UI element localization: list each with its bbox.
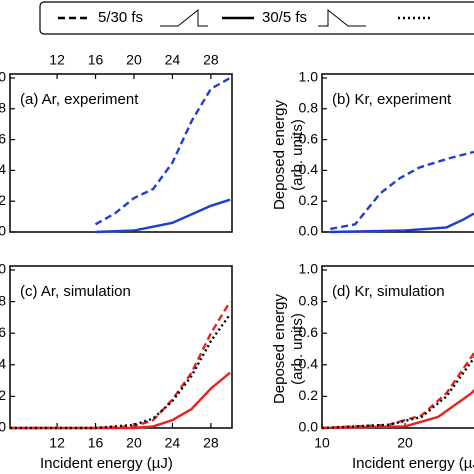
y-tick-label: 0.0 [0, 223, 6, 239]
x-tick-label: 20 [126, 52, 142, 68]
y-tick-label: 0.8 [0, 292, 6, 308]
y-tick-label: 0.4 [0, 161, 6, 177]
pulse-icon [318, 8, 366, 27]
pulse-icon [160, 8, 208, 27]
y-tick-label: 1.0 [0, 69, 6, 85]
data-line [95, 198, 231, 234]
x-tick-label: 16 [88, 52, 104, 68]
x-tick-label: 20 [397, 435, 413, 451]
panel-label: (b) Kr, experiment [332, 91, 452, 108]
panel-label: (d) Kr, simulation [332, 283, 445, 300]
x-tick-label: 24 [165, 52, 181, 68]
y-axis-label: Deposed energy [271, 293, 288, 404]
y-tick-label: 0.0 [299, 223, 319, 239]
data-line [10, 313, 232, 430]
data-line [330, 212, 474, 234]
y-tick-label: 0.8 [0, 100, 6, 116]
y-tick-label: 0.2 [0, 387, 6, 403]
x-axis-label: Incident energy (µJ) [352, 455, 474, 472]
y-tick-label: 0.0 [299, 419, 319, 435]
y-tick-label: 0.2 [0, 192, 6, 208]
plot-frame [321, 265, 474, 429]
y-tick-label: 0.6 [299, 324, 319, 340]
x-tick-label: 20 [126, 435, 142, 451]
x-tick-label: 16 [88, 435, 104, 451]
y-tick-label: 0.6 [299, 130, 319, 146]
y-tick-label: 0.4 [299, 161, 319, 177]
y-tick-label: 1.0 [299, 261, 319, 277]
y-tick-label: 0.2 [299, 192, 319, 208]
y-axis-label: (arb. units) [289, 119, 306, 191]
x-tick-label: 24 [165, 435, 181, 451]
panel-label: (c) Ar, simulation [20, 283, 131, 300]
y-tick-label: 1.0 [0, 261, 6, 277]
y-tick-label: 0.8 [299, 292, 319, 308]
x-tick-label: 12 [49, 52, 65, 68]
legend-label: 5/30 fs [98, 9, 143, 26]
y-tick-label: 0.6 [0, 130, 6, 146]
panel-label: (a) Ar, experiment [20, 91, 139, 108]
y-tick-label: 0.4 [0, 356, 6, 372]
x-axis-label: Incident energy (µJ) [40, 455, 173, 472]
x-tick-label: 12 [49, 435, 65, 451]
legend-label: 30/5 fs [262, 9, 307, 26]
data-line [94, 76, 231, 226]
x-tick-label: 10 [314, 435, 330, 451]
data-line [321, 351, 474, 430]
data-line [10, 371, 231, 430]
plot-frame [321, 73, 474, 233]
x-tick-label: 28 [203, 52, 219, 68]
y-axis-label: (arb. units) [289, 313, 306, 385]
data-line [10, 300, 232, 430]
y-tick-label: 0.0 [0, 419, 6, 435]
y-tick-label: 0.6 [0, 324, 6, 340]
y-tick-label: 0.8 [299, 100, 319, 116]
data-line [321, 356, 474, 430]
y-axis-label: Deposed energy [271, 99, 288, 210]
y-tick-label: 0.2 [299, 387, 319, 403]
y-tick-label: 1.0 [299, 69, 319, 85]
y-tick-label: 0.4 [299, 356, 319, 372]
data-line [330, 150, 474, 231]
legend-box [39, 1, 474, 35]
data-line [321, 388, 474, 430]
x-tick-label: 28 [203, 435, 219, 451]
